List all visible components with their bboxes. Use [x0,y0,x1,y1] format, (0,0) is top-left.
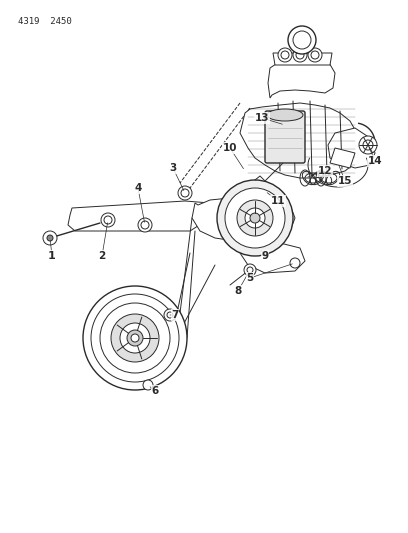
Polygon shape [240,103,360,178]
Circle shape [164,309,176,321]
Circle shape [47,235,53,241]
Circle shape [293,31,311,49]
Circle shape [308,48,322,62]
Circle shape [83,286,187,390]
Circle shape [245,208,265,228]
Text: 3: 3 [169,163,177,173]
Circle shape [237,200,273,236]
Circle shape [141,221,149,229]
Circle shape [217,180,293,256]
Circle shape [104,216,112,224]
Text: 15: 15 [338,176,352,186]
Circle shape [181,189,189,197]
Circle shape [288,26,316,54]
Circle shape [100,303,170,373]
Text: 6: 6 [151,386,159,396]
Circle shape [359,136,377,154]
Text: 8: 8 [234,286,242,296]
Circle shape [131,334,139,342]
Circle shape [225,188,285,248]
Text: 5: 5 [246,273,254,283]
Circle shape [311,51,319,59]
Ellipse shape [267,109,303,121]
Text: 12: 12 [318,166,332,176]
Circle shape [127,330,143,346]
Circle shape [244,264,256,276]
Circle shape [281,51,289,59]
Circle shape [363,140,373,150]
Circle shape [250,213,260,223]
Circle shape [101,213,115,227]
Text: 2: 2 [98,251,106,261]
Text: 1: 1 [48,251,56,261]
Text: 13: 13 [255,113,269,123]
Polygon shape [268,53,335,98]
Polygon shape [240,238,305,273]
Polygon shape [273,53,332,65]
Polygon shape [192,198,295,241]
Circle shape [278,48,292,62]
Text: 4319  2450: 4319 2450 [18,17,72,26]
Polygon shape [68,201,215,231]
Text: 11: 11 [271,196,285,206]
Circle shape [293,48,307,62]
Text: 10: 10 [223,143,237,153]
Polygon shape [330,148,355,168]
Circle shape [120,323,150,353]
Circle shape [178,186,192,200]
Polygon shape [328,128,375,168]
Circle shape [296,51,304,59]
Circle shape [247,267,253,273]
Text: 9: 9 [262,251,268,261]
Circle shape [167,312,173,318]
Circle shape [290,258,300,268]
Circle shape [111,314,159,362]
Text: 7: 7 [171,310,179,320]
Circle shape [43,231,57,245]
Circle shape [138,218,152,232]
Circle shape [91,294,179,382]
FancyBboxPatch shape [265,111,305,163]
Circle shape [143,380,153,390]
Text: 14: 14 [368,156,382,166]
Text: 4: 4 [134,183,142,193]
